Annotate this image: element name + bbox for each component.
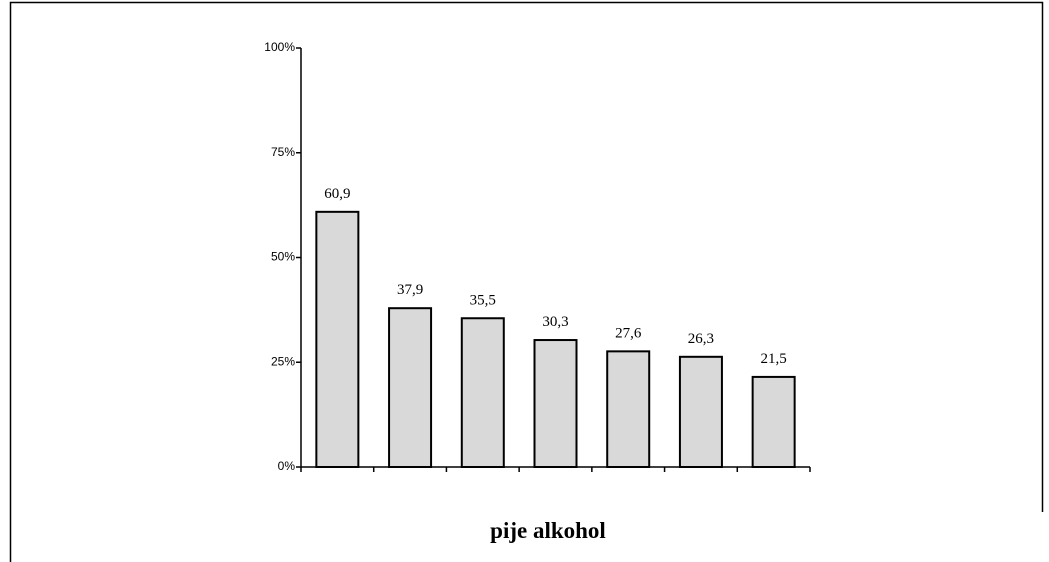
bar: [533, 339, 578, 468]
value-label: 21,5: [761, 351, 787, 367]
y-tick-label: 75%: [271, 145, 295, 159]
value-label: 26,3: [688, 331, 714, 347]
x-axis-label: pije alkohol: [490, 518, 606, 543]
frame: [9, 1, 1044, 562]
value-label: 27,6: [615, 325, 642, 341]
bar: [460, 317, 505, 468]
bar: [606, 350, 651, 468]
value-label: 35,5: [470, 292, 496, 308]
y-tick-label: 0%: [278, 459, 296, 473]
y-tick-label: 100%: [264, 40, 295, 54]
y-tick-label: 50%: [271, 250, 295, 264]
bar: [751, 375, 796, 469]
bar: [388, 307, 433, 468]
value-label: 30,3: [542, 314, 568, 330]
value-label: 60,9: [324, 186, 350, 202]
y-tick-label: 25%: [271, 354, 295, 368]
value-label: 37,9: [397, 282, 423, 298]
bar: [315, 210, 360, 468]
bar: [678, 355, 723, 469]
